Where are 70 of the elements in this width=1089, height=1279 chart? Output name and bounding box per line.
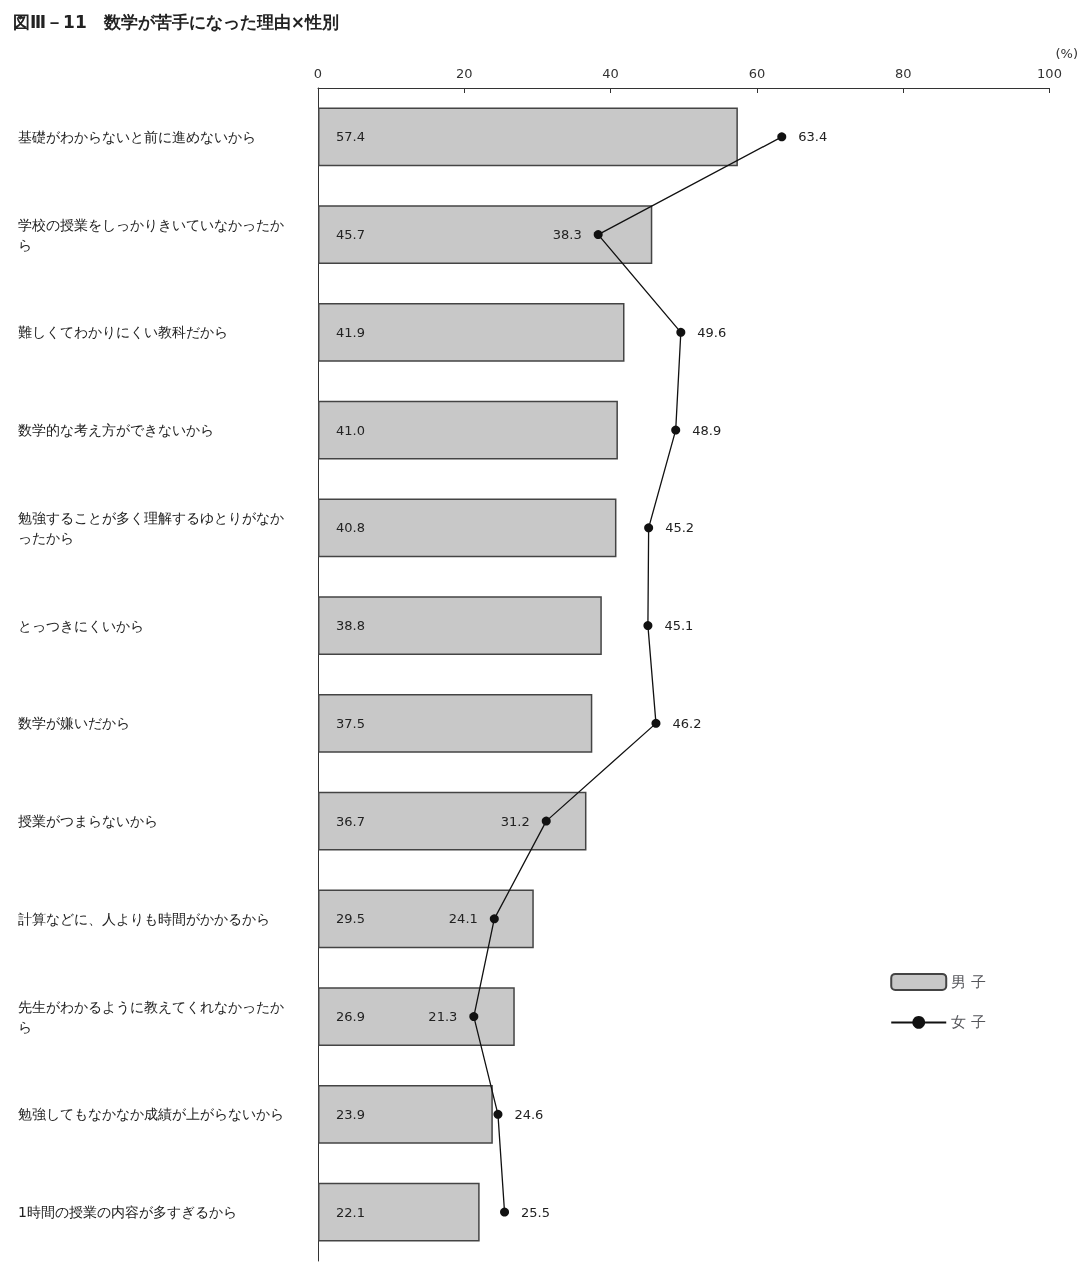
bar — [318, 498, 617, 558]
data-label: 37.5 — [336, 715, 365, 731]
y-tick-label: 計算などに、人よりも時間がかかるから — [18, 910, 270, 927]
point — [500, 1207, 510, 1217]
x-axis-title: (%) — [1055, 46, 1078, 61]
x-tick-label: 0 — [313, 66, 323, 81]
data-label: 36.7 — [336, 813, 365, 829]
bar — [318, 791, 587, 851]
y-tick-label: 授業がつまらないから — [18, 813, 158, 830]
bar — [318, 1182, 480, 1242]
data-label: 57.4 — [336, 129, 365, 145]
point — [541, 816, 551, 826]
data-label: 25.5 — [521, 1204, 550, 1220]
y-tick-label: 先生がわかるように教えてくれなかったから — [18, 998, 284, 1035]
data-label: 22.1 — [336, 1204, 365, 1220]
data-label: 63.4 — [798, 129, 828, 145]
data-label: 41.0 — [336, 422, 365, 438]
bar — [318, 987, 515, 1046]
point — [777, 132, 787, 142]
data-label: 46.2 — [672, 715, 702, 731]
data-label: 48.9 — [692, 422, 722, 438]
point — [593, 230, 603, 240]
y-tick-label: 数学的な考え方ができないから — [18, 422, 214, 439]
y-tick-label: 難しくてわかりにくい教科だから — [18, 324, 228, 341]
y-tick-label: 勉強してもなかなか成績が上がらないから — [18, 1106, 284, 1123]
x-tick-label: 20 — [456, 66, 473, 81]
data-label: 24.1 — [448, 911, 478, 927]
y-tick-label: 基礎がわからないと前に進めないから — [18, 128, 256, 145]
data-label: 24.6 — [514, 1106, 544, 1122]
text: 図Ⅲ－11 数学が苦手になった理由×性別 — [13, 11, 339, 32]
data-label: 31.2 — [500, 813, 530, 829]
bar — [318, 694, 593, 753]
data-label: 49.6 — [697, 324, 727, 340]
data-label: 40.8 — [336, 520, 365, 536]
data-label: 29.5 — [336, 911, 365, 927]
point — [676, 327, 686, 337]
bar — [318, 107, 738, 167]
x-tick-label: 40 — [602, 66, 619, 81]
y-tick-label: 1時間の授業の内容が多すぎるから — [18, 1204, 237, 1221]
bar — [318, 400, 618, 460]
data-label: 45.1 — [664, 618, 694, 634]
bar — [318, 596, 602, 655]
point — [651, 718, 661, 728]
data-label: 41.9 — [336, 324, 365, 340]
bar — [318, 889, 534, 949]
y-tick-label: 勉強することが多く理解するゆとりがなかったから — [18, 509, 284, 546]
point — [671, 425, 681, 435]
y-tick-label: 数学が嫌いだから — [18, 715, 130, 732]
data-label: 21.3 — [428, 1009, 458, 1025]
point — [489, 914, 499, 924]
bar — [318, 303, 625, 362]
point — [493, 1109, 503, 1119]
y-tick-label: 学校の授業をしっかりきいていなかったから — [18, 216, 284, 253]
x-tick-label: 80 — [894, 66, 912, 81]
point — [643, 621, 653, 631]
x-tick-label: 60 — [748, 66, 766, 81]
data-label: 45.2 — [665, 520, 695, 536]
data-label: 45.7 — [336, 227, 365, 243]
data-label: 38.3 — [552, 227, 582, 243]
legend-label: 女 子 — [951, 1013, 987, 1032]
y-tick-label: とっつきにくいから — [18, 617, 144, 634]
data-label: 38.8 — [336, 618, 365, 634]
legend-label: 男 子 — [951, 972, 987, 991]
x-tick-label: 100 — [1037, 66, 1062, 81]
data-label: 26.9 — [336, 1009, 365, 1025]
data-label: 23.9 — [336, 1106, 365, 1122]
point — [469, 1012, 479, 1022]
point — [644, 523, 654, 533]
bar — [318, 205, 653, 264]
bar — [318, 1085, 493, 1144]
